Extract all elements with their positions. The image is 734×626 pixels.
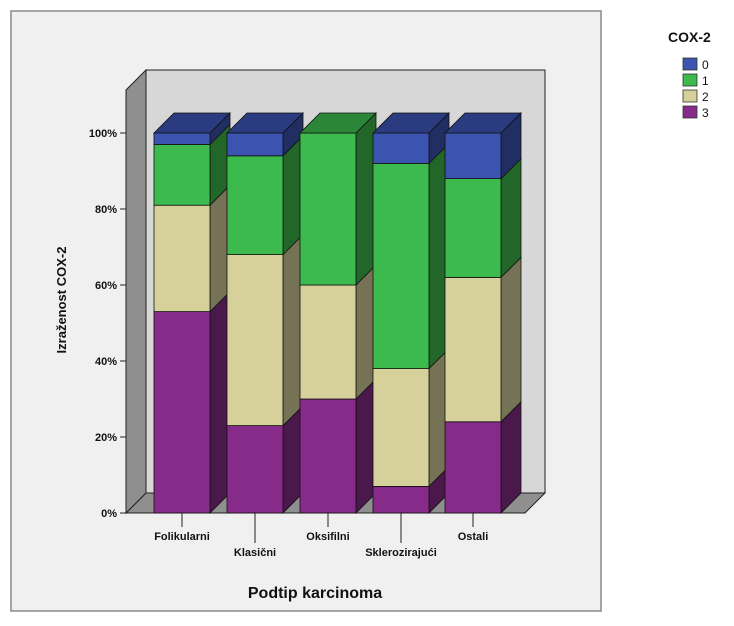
bar-front [153, 311, 211, 514]
bar-front [153, 132, 211, 145]
bar-front [444, 178, 502, 278]
x-tick-label: Ostali [458, 531, 489, 543]
x-tick-label: Klasični [234, 547, 276, 559]
bar-front [444, 132, 502, 179]
bar-segment [444, 157, 522, 279]
bar-front [372, 132, 430, 164]
bar-side [500, 157, 522, 279]
bar-top [372, 112, 450, 134]
legend-swatch [682, 57, 698, 71]
bar-segment [226, 233, 304, 427]
x-axis: Folikularni Klasični Oksifilni Skleroziraju… [154, 513, 488, 559]
x-axis-title: Podtip karcinoma [248, 585, 382, 602]
bar-front [299, 284, 357, 400]
left-wall [125, 68, 147, 515]
bar-segment [226, 404, 304, 514]
bar-segment [299, 378, 377, 514]
y-tick-label: 60% [95, 280, 117, 292]
legend: COX-2 0 1 2 3 [668, 29, 711, 120]
bar-segment [372, 142, 450, 370]
bar-segment [444, 112, 522, 180]
legend-title: COX-2 [668, 29, 711, 45]
bar-segment [372, 112, 450, 165]
bar-top [444, 112, 522, 134]
bar-segment [299, 264, 377, 400]
y-tick-label: 40% [95, 356, 117, 368]
bar-segment [153, 290, 231, 514]
bar-segment [444, 256, 522, 423]
bar-segment [153, 112, 231, 146]
bars-layer [153, 112, 522, 514]
y-tick-label: 0% [101, 508, 117, 520]
legend-swatch [682, 89, 698, 103]
legend-item: 0 [682, 57, 709, 72]
bar-segment [372, 465, 450, 514]
bar-front [444, 276, 502, 423]
bar-front [372, 485, 430, 514]
bar-side [500, 256, 522, 423]
y-tick-label: 20% [95, 432, 117, 444]
legend-swatch [682, 105, 698, 119]
bar-segment [444, 400, 522, 514]
bar-segment [226, 134, 304, 256]
bar-front [226, 254, 284, 427]
bar-front [226, 425, 284, 514]
bar-front [372, 162, 430, 369]
bar-segment [153, 184, 231, 313]
bar-front [153, 143, 211, 206]
legend-swatch [682, 73, 698, 87]
y-axis-title: Izraženost COX-2 [54, 247, 69, 354]
legend-item: 2 [682, 89, 709, 104]
bar-segment [299, 112, 377, 286]
x-tick-label: Folikularni [154, 531, 210, 543]
legend-label: 3 [702, 106, 709, 120]
bar-front [444, 421, 502, 514]
legend-label: 1 [702, 74, 709, 88]
bar-top [226, 112, 304, 134]
bar-front [372, 368, 430, 487]
bar-front [299, 132, 357, 286]
y-tick-label: 100% [89, 128, 117, 140]
legend-label: 0 [702, 58, 709, 72]
bar-segment [372, 347, 450, 488]
legend-item: 3 [682, 105, 709, 120]
x-tick-label: Sklerozirajući [365, 547, 437, 559]
bar-segment [226, 112, 304, 157]
x-tick-label: Oksifilni [306, 531, 349, 543]
bar-front [226, 132, 284, 157]
bar-front [226, 155, 284, 256]
legend-item: 1 [682, 73, 709, 88]
bar-top [299, 112, 377, 134]
legend-label: 2 [702, 90, 709, 104]
y-tick-label: 80% [95, 204, 117, 216]
bar-segment [153, 123, 231, 207]
bar-front [153, 204, 211, 312]
bar-top [153, 112, 231, 134]
y-axis: 0% 20% 40% 60% 80% 100% [89, 128, 126, 520]
bar-front [299, 398, 357, 514]
